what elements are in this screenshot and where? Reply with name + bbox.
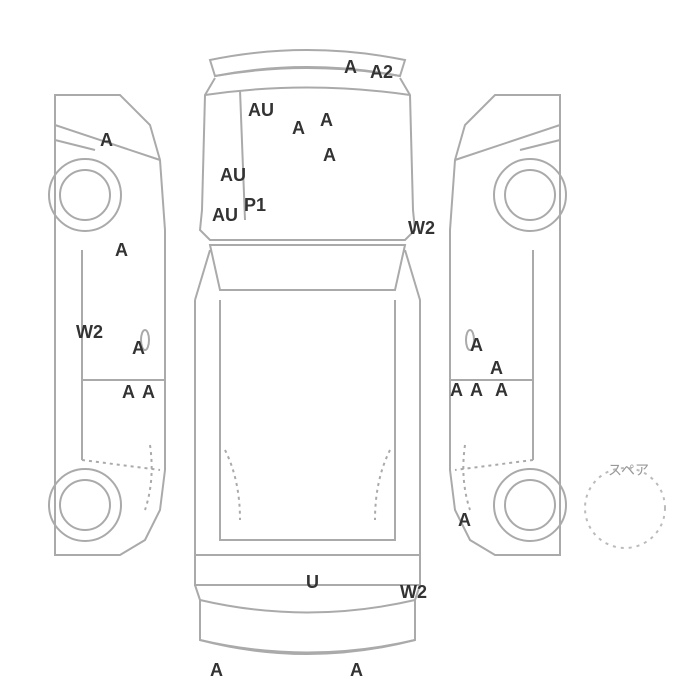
damage-label: A2 [370, 62, 393, 83]
car-top-view [195, 50, 420, 654]
spare-tire-label: スペア [608, 460, 649, 480]
damage-label: A [142, 382, 155, 403]
damage-label: A [115, 240, 128, 261]
damage-label: P1 [244, 195, 266, 216]
damage-label: A [350, 660, 363, 681]
damage-label: W2 [408, 218, 435, 239]
damage-label: A [470, 335, 483, 356]
car-diagram [0, 0, 700, 700]
damage-label: A [122, 382, 135, 403]
car-left-side [49, 95, 165, 555]
damage-label: A [100, 130, 113, 151]
damage-label: A [292, 118, 305, 139]
spare-tire-icon [585, 468, 665, 548]
damage-label: A [470, 380, 483, 401]
damage-label: A [132, 338, 145, 359]
damage-label: A [323, 145, 336, 166]
damage-label: A [495, 380, 508, 401]
damage-label: W2 [76, 322, 103, 343]
damage-label: A [450, 380, 463, 401]
damage-label: W2 [400, 582, 427, 603]
damage-label: A [344, 57, 357, 78]
damage-label: A [490, 358, 503, 379]
damage-label: AU [220, 165, 246, 186]
car-right-side [450, 95, 566, 555]
damage-label: AU [212, 205, 238, 226]
damage-label: A [320, 110, 333, 131]
damage-label: U [306, 572, 319, 593]
damage-label: A [458, 510, 471, 531]
damage-label: A [210, 660, 223, 681]
damage-label: AU [248, 100, 274, 121]
